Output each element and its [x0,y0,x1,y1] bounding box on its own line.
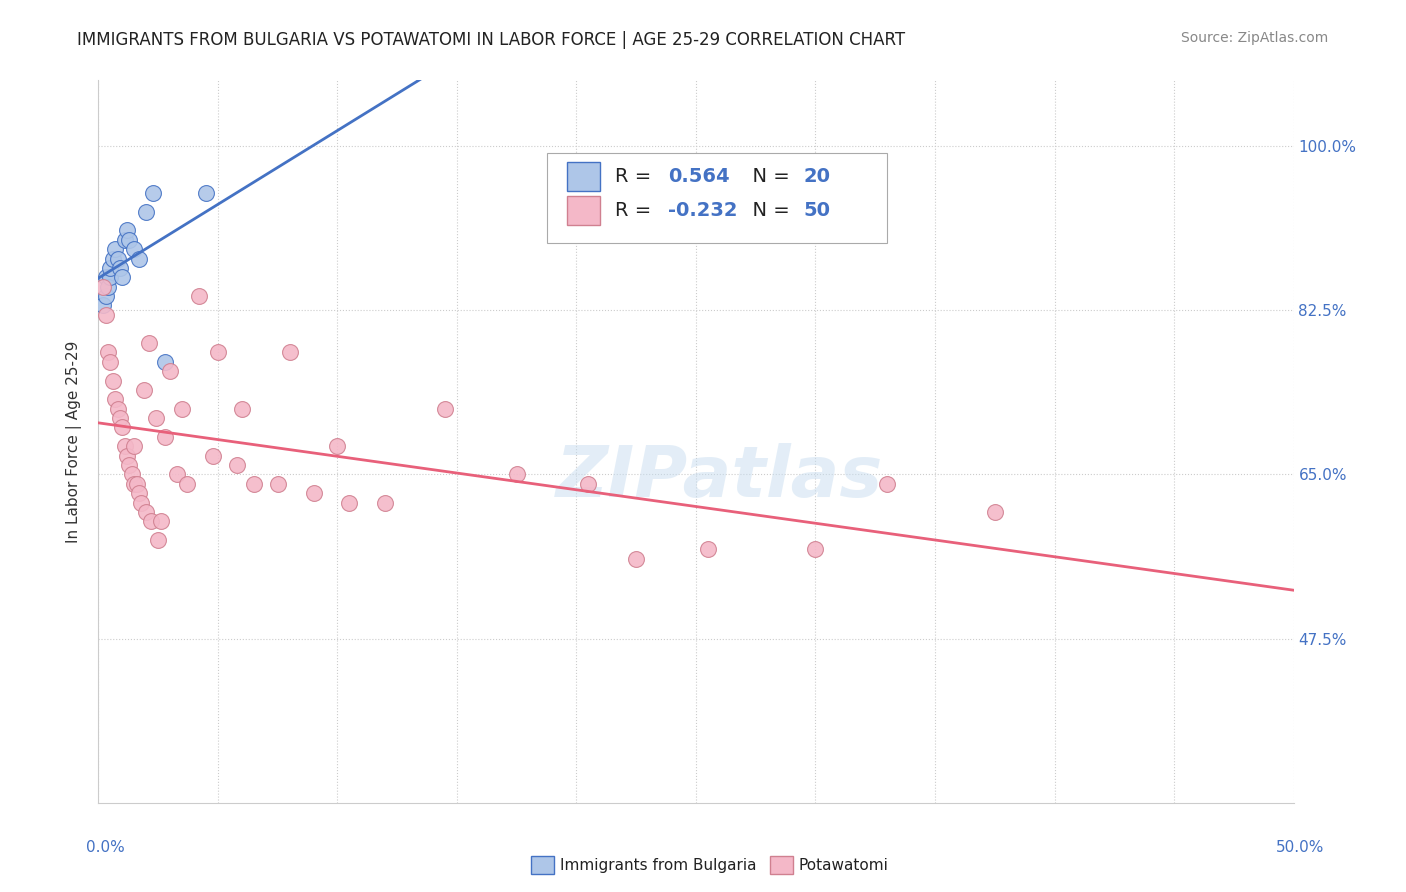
Point [804,542,827,557]
Point [207,345,229,359]
Text: 0.564: 0.564 [668,167,730,186]
Point [94,289,117,303]
Point [104,242,127,256]
Point [108,260,131,275]
Point [326,439,349,453]
Point [142,186,165,200]
Point [98,270,122,285]
Point [339,495,361,509]
Point [107,252,129,266]
Point [278,345,301,359]
Point [128,252,150,266]
Point [374,495,396,509]
Text: Source: ZipAtlas.com: Source: ZipAtlas.com [1181,31,1329,45]
Point [128,486,150,500]
Point [108,411,131,425]
Point [226,458,249,472]
Point [697,542,720,557]
Point [243,476,266,491]
Point [97,345,120,359]
Point [114,439,136,453]
Point [626,551,648,566]
Text: -0.232: -0.232 [668,201,738,219]
Point [135,204,157,219]
Point [111,420,134,434]
Point [172,401,194,416]
Point [155,430,177,444]
Text: IMMIGRANTS FROM BULGARIA VS POTAWATOMI IN LABOR FORCE | AGE 25-29 CORRELATION CH: IMMIGRANTS FROM BULGARIA VS POTAWATOMI I… [77,31,905,49]
Point [506,467,529,482]
Point [97,279,120,293]
Point [148,533,170,547]
Point [195,186,218,200]
Point [125,476,148,491]
Point [187,289,209,303]
Point [231,401,253,416]
Point [98,260,122,275]
Point [166,467,188,482]
Point [124,439,146,453]
Text: R =: R = [614,167,657,186]
Text: Potawatomi: Potawatomi [799,858,889,872]
Point [111,270,134,285]
Point [155,355,177,369]
Point [876,476,898,491]
Point [159,364,181,378]
Point [302,486,325,500]
Text: ZIPatlas: ZIPatlas [557,443,883,512]
Point [267,476,290,491]
Point [121,467,143,482]
Point [91,279,114,293]
Point [94,308,117,322]
Point [202,449,225,463]
Point [434,401,457,416]
Point [124,476,146,491]
Text: 50: 50 [804,201,831,219]
Point [124,242,146,256]
Point [94,270,117,285]
FancyBboxPatch shape [567,196,600,225]
Point [101,374,124,388]
Point [114,233,136,247]
Point [101,252,124,266]
Point [98,355,122,369]
Text: R =: R = [614,201,657,219]
Point [115,223,138,237]
Point [984,505,1007,519]
Point [139,514,162,528]
Point [115,449,138,463]
Point [132,383,155,397]
Point [138,336,160,351]
Text: 20: 20 [804,167,831,186]
Text: 0.0%: 0.0% [86,840,125,855]
Point [176,476,198,491]
Text: N =: N = [740,201,796,219]
Text: N =: N = [740,167,796,186]
Point [118,233,141,247]
Point [149,514,172,528]
Point [91,298,114,312]
Point [135,505,157,519]
FancyBboxPatch shape [567,162,600,191]
FancyBboxPatch shape [547,153,887,243]
Point [104,392,127,407]
Point [145,411,167,425]
Point [107,401,129,416]
Point [118,458,141,472]
Point [578,476,600,491]
Point [131,495,153,509]
Text: Immigrants from Bulgaria: Immigrants from Bulgaria [560,858,756,872]
Text: 50.0%: 50.0% [1277,840,1324,855]
Y-axis label: In Labor Force | Age 25-29: In Labor Force | Age 25-29 [66,341,83,542]
